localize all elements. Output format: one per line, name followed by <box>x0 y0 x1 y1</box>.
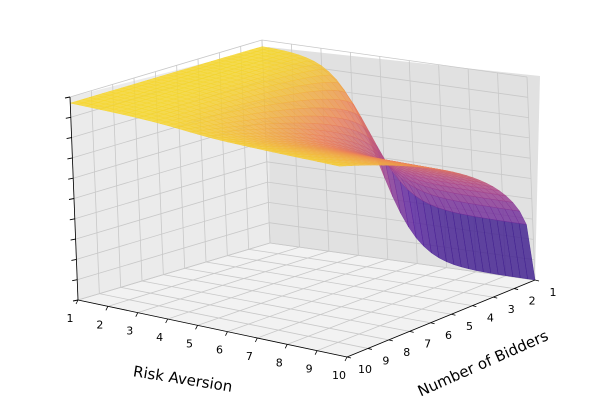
y-tick-label: 3 <box>508 303 515 316</box>
x-tick-label: 7 <box>246 350 253 363</box>
floor-grid-y <box>120 286 389 341</box>
y-tick-mark <box>472 305 477 308</box>
z-tick-mark <box>69 218 75 221</box>
x-tick-label: 1 <box>67 312 74 325</box>
x-tick-mark <box>225 331 228 336</box>
x-tick-label: 6 <box>216 344 223 357</box>
floor-grid-x <box>167 254 359 320</box>
x-tick-mark <box>195 325 198 330</box>
y-tick-label: 8 <box>403 346 410 359</box>
y-tick-mark <box>514 288 519 290</box>
floor-grid-y <box>141 280 410 332</box>
floor-grid-x <box>197 259 388 326</box>
y-tick-label: 10 <box>358 363 372 376</box>
x-tick-label: 2 <box>96 318 103 331</box>
left-grid-z <box>73 141 267 199</box>
x-tick-mark <box>344 356 348 362</box>
y-axis-label: Number of Bidders <box>415 326 551 400</box>
y-tick-label: 1 <box>550 286 557 299</box>
y-tick-label: 6 <box>445 329 452 342</box>
x-tick-mark <box>105 306 109 311</box>
y-tick-mark <box>367 348 372 350</box>
z-tick-marks <box>64 96 79 302</box>
z-tick-mark <box>72 279 78 282</box>
x-tick-label: 5 <box>186 337 193 350</box>
back-grid-z <box>269 242 536 281</box>
floor-grid-x <box>287 271 477 345</box>
x-tick-label: 4 <box>156 331 163 344</box>
y-axis-line <box>346 279 536 358</box>
y-tick-mark <box>346 356 352 359</box>
y-tick-label: 5 <box>466 320 473 333</box>
y-tick-mark <box>409 330 414 333</box>
x-tick-labels: 1 2 3 4 5 6 7 8 9 10 <box>67 299 348 382</box>
x-tick-mark <box>314 350 318 355</box>
floor-pane <box>78 243 535 357</box>
y-tick-mark <box>534 279 540 282</box>
y-tick-label: 4 <box>487 312 494 325</box>
left-grid-z <box>76 202 269 260</box>
x-tick-mark <box>135 312 139 317</box>
floor-grid-x <box>137 250 330 314</box>
x-tick-label: 8 <box>276 356 283 369</box>
surface-mesh <box>70 46 536 281</box>
floor-grid-x <box>107 246 300 307</box>
y-tick-label: 2 <box>529 295 536 308</box>
floor-grid-x <box>227 263 418 333</box>
x-tick-mark <box>254 337 258 343</box>
left-grid-z <box>77 242 271 301</box>
z-tick-mark <box>64 96 71 99</box>
floor-grid-y <box>99 293 368 349</box>
y-tick-mark <box>493 296 498 299</box>
left-grid-z <box>77 222 270 281</box>
z-tick-mark <box>65 116 71 119</box>
floor-grid-y <box>184 267 452 315</box>
y-tick-labels: 1 2 3 4 5 6 7 8 9 10 <box>346 279 557 376</box>
z-tick-mark <box>71 258 77 261</box>
floor-grid-y <box>248 248 515 289</box>
back-grid-z <box>261 39 528 78</box>
x-tick-label: 3 <box>126 325 133 338</box>
y-tick-label: 7 <box>424 337 431 350</box>
y-tick-mark <box>451 313 456 316</box>
z-tick-mark <box>68 198 75 200</box>
z-tick-mark <box>70 238 76 241</box>
x-tick-mark <box>75 299 79 305</box>
y-tick-mark <box>430 322 435 325</box>
floor-grid-y <box>205 261 473 307</box>
floor-grid-y <box>227 255 494 298</box>
surface-patch <box>331 164 346 167</box>
z-tick-mark <box>66 137 72 140</box>
x-tick-mark <box>165 318 169 324</box>
left-grid-z <box>75 181 268 240</box>
x-axis-label: Risk Aversion <box>132 362 234 395</box>
z-tick-mark <box>72 299 79 302</box>
x-tick-label: 9 <box>306 363 313 376</box>
x-tick-label: 10 <box>332 369 346 382</box>
left-grid-z <box>69 39 263 98</box>
left-grid-z <box>74 161 267 220</box>
z-tick-mark <box>67 157 73 160</box>
y-tick-label: 9 <box>382 354 389 367</box>
x-tick-mark <box>284 344 288 349</box>
floor-grid-x <box>316 275 506 352</box>
floor-grid-y <box>163 274 431 324</box>
x-axis-line <box>77 299 348 358</box>
y-tick-mark <box>388 339 393 342</box>
z-tick-mark <box>68 177 74 180</box>
floor-grid-x <box>257 267 447 339</box>
